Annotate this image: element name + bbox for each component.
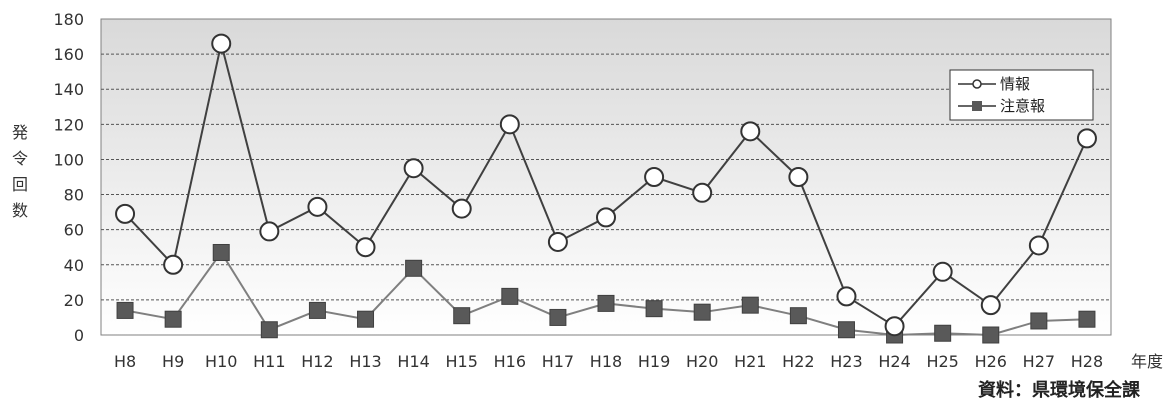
- data-point-notice: [934, 324, 952, 342]
- legend-marker-circle: [972, 79, 982, 89]
- y-tick-label: 20: [64, 291, 84, 310]
- x-axis-ticks: H8 H9 H10 H11 H12 H13 H14 H15 H16 H17 H18 H19 H20 H21…: [114, 352, 1103, 371]
- data-point-info: [259, 221, 280, 242]
- data-point-info: [788, 167, 809, 187]
- x-tick-label: H11: [253, 352, 285, 371]
- x-tick-label: H12: [301, 352, 333, 371]
- y-label-char: 発: [12, 123, 28, 142]
- data-point-notice: [260, 321, 278, 339]
- data-point-notice: [693, 303, 711, 321]
- y-label-char: 令: [12, 149, 28, 168]
- x-tick-label: H21: [734, 352, 766, 371]
- data-point-notice: [1030, 312, 1048, 330]
- data-point-notice: [789, 307, 807, 325]
- data-point-info: [836, 286, 857, 307]
- data-point-info: [499, 114, 520, 135]
- legend-marker-square: [972, 101, 982, 111]
- series-markers: [115, 33, 1097, 344]
- x-tick-label: H14: [397, 352, 429, 371]
- legend-label: 情報: [1000, 75, 1030, 93]
- data-point-notice: [453, 307, 471, 325]
- y-tick-label: 180: [53, 10, 84, 29]
- data-point-info: [115, 203, 136, 224]
- x-axis-label: 年度: [1131, 352, 1163, 371]
- data-point-notice: [405, 259, 423, 277]
- data-point-notice: [357, 310, 375, 328]
- data-point-info: [547, 231, 568, 252]
- x-tick-label: H27: [1023, 352, 1055, 371]
- y-label-char: 数: [12, 201, 28, 220]
- legend-label: 注意報: [1000, 97, 1045, 115]
- data-point-notice: [837, 321, 855, 339]
- data-point-notice: [308, 301, 326, 319]
- data-point-notice: [1078, 310, 1096, 328]
- x-tick-label: H28: [1071, 352, 1103, 371]
- data-point-info: [692, 182, 713, 203]
- data-point-info: [1076, 128, 1097, 149]
- x-tick-label: H19: [638, 352, 670, 371]
- y-tick-label: 120: [53, 115, 84, 134]
- x-tick-label: H25: [926, 352, 958, 371]
- y-tick-label: 140: [53, 80, 84, 99]
- y-tick-label: 40: [64, 256, 84, 275]
- data-point-info: [355, 237, 376, 258]
- data-point-notice: [741, 296, 759, 314]
- y-tick-label: 160: [53, 45, 84, 64]
- y-tick-label: 80: [64, 186, 84, 205]
- source-note: 資料：県環境保全課: [978, 379, 1141, 401]
- y-axis-ticks: 0 20 40 60 80 100 120 140 160 180: [53, 10, 84, 345]
- x-tick-label: H18: [590, 352, 622, 371]
- data-point-info: [932, 261, 953, 282]
- x-tick-label: H20: [686, 352, 718, 371]
- y-tick-label: 60: [64, 221, 84, 240]
- legend-box: [949, 69, 1094, 121]
- x-tick-label: H24: [878, 352, 910, 371]
- data-point-notice: [982, 326, 1000, 344]
- y-tick-label: 100: [53, 150, 84, 169]
- y-tick-label: 0: [74, 326, 84, 345]
- data-point-info: [980, 295, 1001, 316]
- data-point-info: [644, 167, 665, 187]
- x-tick-label: H23: [830, 352, 862, 371]
- x-tick-label: H17: [542, 352, 574, 371]
- x-tick-label: H10: [205, 352, 237, 371]
- data-point-notice: [501, 287, 519, 305]
- x-tick-label: H13: [349, 352, 381, 371]
- data-point-notice: [212, 243, 230, 261]
- data-point-info: [211, 33, 232, 54]
- data-point-notice: [116, 301, 134, 319]
- data-point-info: [403, 158, 424, 179]
- x-tick-label: H8: [114, 352, 136, 371]
- x-tick-label: H9: [162, 352, 184, 371]
- x-tick-label: H16: [494, 352, 526, 371]
- data-point-notice: [549, 308, 567, 326]
- data-point-notice: [597, 294, 615, 312]
- x-tick-label: H15: [446, 352, 478, 371]
- data-point-notice: [645, 300, 663, 318]
- data-point-info: [163, 254, 184, 275]
- data-point-info: [740, 121, 761, 142]
- x-tick-label: H22: [782, 352, 814, 371]
- x-tick-label: H26: [975, 352, 1007, 371]
- plot-area: [100, 18, 1112, 336]
- data-point-info: [1028, 235, 1049, 256]
- data-point-info: [307, 196, 328, 217]
- data-point-info: [596, 207, 616, 228]
- data-point-info: [451, 198, 472, 219]
- data-point-info: [884, 316, 905, 337]
- y-label-char: 回: [12, 175, 28, 194]
- data-point-notice: [164, 310, 182, 328]
